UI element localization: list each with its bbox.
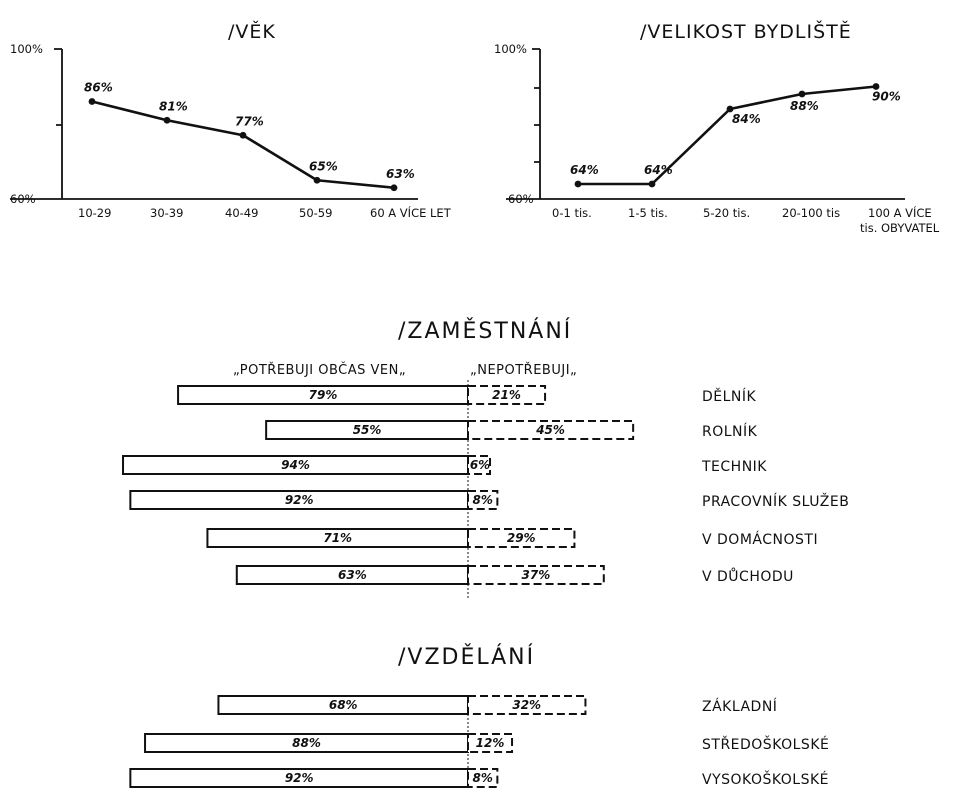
age-line-chart: /VĚK 100% 60% 10-29 30-39 40-49 50-59 60…: [10, 20, 452, 220]
residence-chart-title: /VELIKOST BYDLIŠTĚ: [640, 19, 852, 43]
age-x-tick-1: 10-29: [78, 206, 111, 220]
age-x-tick-3: 40-49: [225, 206, 258, 220]
age-point-2: [163, 116, 171, 124]
education-bar-noneed-2: [467, 733, 514, 753]
occupation-category-1: DĚLNÍK: [702, 388, 757, 405]
education-label-need-3: 92%: [285, 771, 314, 785]
residence-x-axis-note: tis. OBYVATEL: [860, 221, 940, 235]
residence-x-tick-1: 0-1 tis.: [552, 206, 592, 220]
education-chart-title: /VZDĚLÁNÍ: [398, 644, 535, 670]
occupation-bar-noneed-1: [467, 385, 547, 405]
age-point-3: [239, 131, 247, 139]
occupation-label-need-1: 79%: [309, 388, 338, 402]
occupation-bar-noneed-6: [467, 565, 605, 585]
residence-value-label-2: 64%: [644, 163, 673, 177]
occupation-label-noneed-5: 29%: [507, 531, 536, 545]
age-point-4: [313, 176, 321, 184]
education-category-1: ZÁKLADNÍ: [702, 698, 777, 715]
legend-no-need: „NEPOTŘEBUJI„: [470, 362, 577, 378]
residence-value-label-3: 84%: [732, 112, 761, 126]
residence-point-5: [872, 83, 880, 90]
occupation-label-noneed-3: 6%: [470, 458, 490, 472]
age-chart-title: /VĚK: [228, 20, 276, 43]
education-label-need-2: 88%: [292, 736, 321, 750]
age-value-label-1: 86%: [84, 81, 113, 95]
age-point-5: [390, 184, 398, 192]
education-label-noneed-1: 32%: [512, 698, 541, 712]
occupation-category-3: TECHNIK: [701, 459, 767, 475]
age-x-tick-2: 30-39: [150, 206, 183, 220]
age-value-label-2: 81%: [159, 99, 188, 113]
education-bar-noneed-3: [467, 768, 499, 788]
occupation-bar-noneed-3: [467, 455, 492, 475]
occupation-label-need-4: 92%: [285, 493, 314, 507]
residence-series-line: [578, 85, 877, 186]
age-value-label-5: 63%: [386, 167, 415, 181]
occupation-label-need-5: 71%: [323, 531, 352, 545]
residence-y-tick-bottom: 60%: [508, 192, 534, 206]
occupation-chart-title: /ZAMĚSTNÁNÍ: [398, 318, 572, 344]
occupation-label-noneed-2: 45%: [535, 423, 565, 437]
education-label-noneed-3: 8%: [472, 771, 492, 785]
age-point-1: [88, 98, 96, 105]
occupation-category-6: V DŮCHODU: [702, 567, 794, 585]
occupation-bar-chart: /ZAMĚSTNÁNÍ „POTŘEBUJI OBČAS VEN„ „NEPOT…: [122, 318, 849, 598]
education-label-noneed-2: 12%: [476, 736, 505, 750]
residence-point-1: [574, 180, 582, 188]
occupation-label-need-3: 94%: [281, 458, 310, 472]
residence-value-label-1: 64%: [570, 163, 599, 177]
education-category-3: VYSOKOŠKOLSKÉ: [702, 770, 829, 788]
age-y-tick-bottom: 60%: [10, 192, 36, 206]
occupation-category-2: ROLNÍK: [702, 423, 758, 440]
education-bar-chart: /VZDĚLÁNÍ 68% 32% ZÁKLADNÍ 88% 12% STŘEDOŠKOL…: [129, 644, 829, 788]
residence-line-chart: /VELIKOST BYDLIŠTĚ 100% 60% 0-1 tis. 1-5…: [494, 19, 940, 235]
education-category-2: STŘEDOŠKOLSKÉ: [702, 735, 829, 753]
age-x-tick-4: 50-59: [299, 206, 332, 220]
age-y-axis: [54, 48, 63, 199]
residence-x-tick-4: 20-100 tis: [782, 206, 840, 220]
education-label-need-1: 68%: [329, 698, 358, 712]
residence-point-2: [648, 180, 656, 188]
occupation-bar-noneed-2: [467, 420, 635, 440]
residence-y-axis: [532, 48, 541, 199]
occupation-category-5: V DOMÁCNOSTI: [702, 531, 818, 548]
residence-x-tick-5: 100 A VÍCE: [868, 205, 932, 220]
education-bar-noneed-1: [467, 695, 587, 715]
occupation-bar-noneed-4: [467, 490, 499, 510]
residence-y-tick-top: 100%: [494, 42, 527, 56]
occupation-label-need-6: 63%: [338, 568, 367, 582]
occupation-label-need-2: 55%: [353, 423, 382, 437]
residence-x-tick-2: 1-5 tis.: [628, 206, 668, 220]
legend-need-out: „POTŘEBUJI OBČAS VEN„: [233, 362, 406, 378]
age-y-tick-top: 100%: [10, 42, 43, 56]
occupation-label-noneed-4: 8%: [472, 493, 492, 507]
residence-x-tick-3: 5-20 tis.: [703, 206, 750, 220]
occupation-label-noneed-6: 37%: [522, 568, 551, 582]
age-value-label-3: 77%: [235, 114, 264, 128]
age-value-label-4: 65%: [309, 159, 338, 173]
residence-value-label-5: 90%: [872, 90, 901, 104]
age-x-tick-5: 60 A VÍCE LET: [370, 205, 452, 220]
occupation-bar-noneed-5: [467, 528, 576, 548]
occupation-category-4: PRACOVNÍK SLUŽEB: [702, 492, 849, 510]
residence-point-4: [798, 90, 806, 98]
residence-value-label-4: 88%: [790, 99, 819, 113]
occupation-label-noneed-1: 21%: [492, 388, 521, 402]
residence-point-3: [726, 105, 734, 113]
